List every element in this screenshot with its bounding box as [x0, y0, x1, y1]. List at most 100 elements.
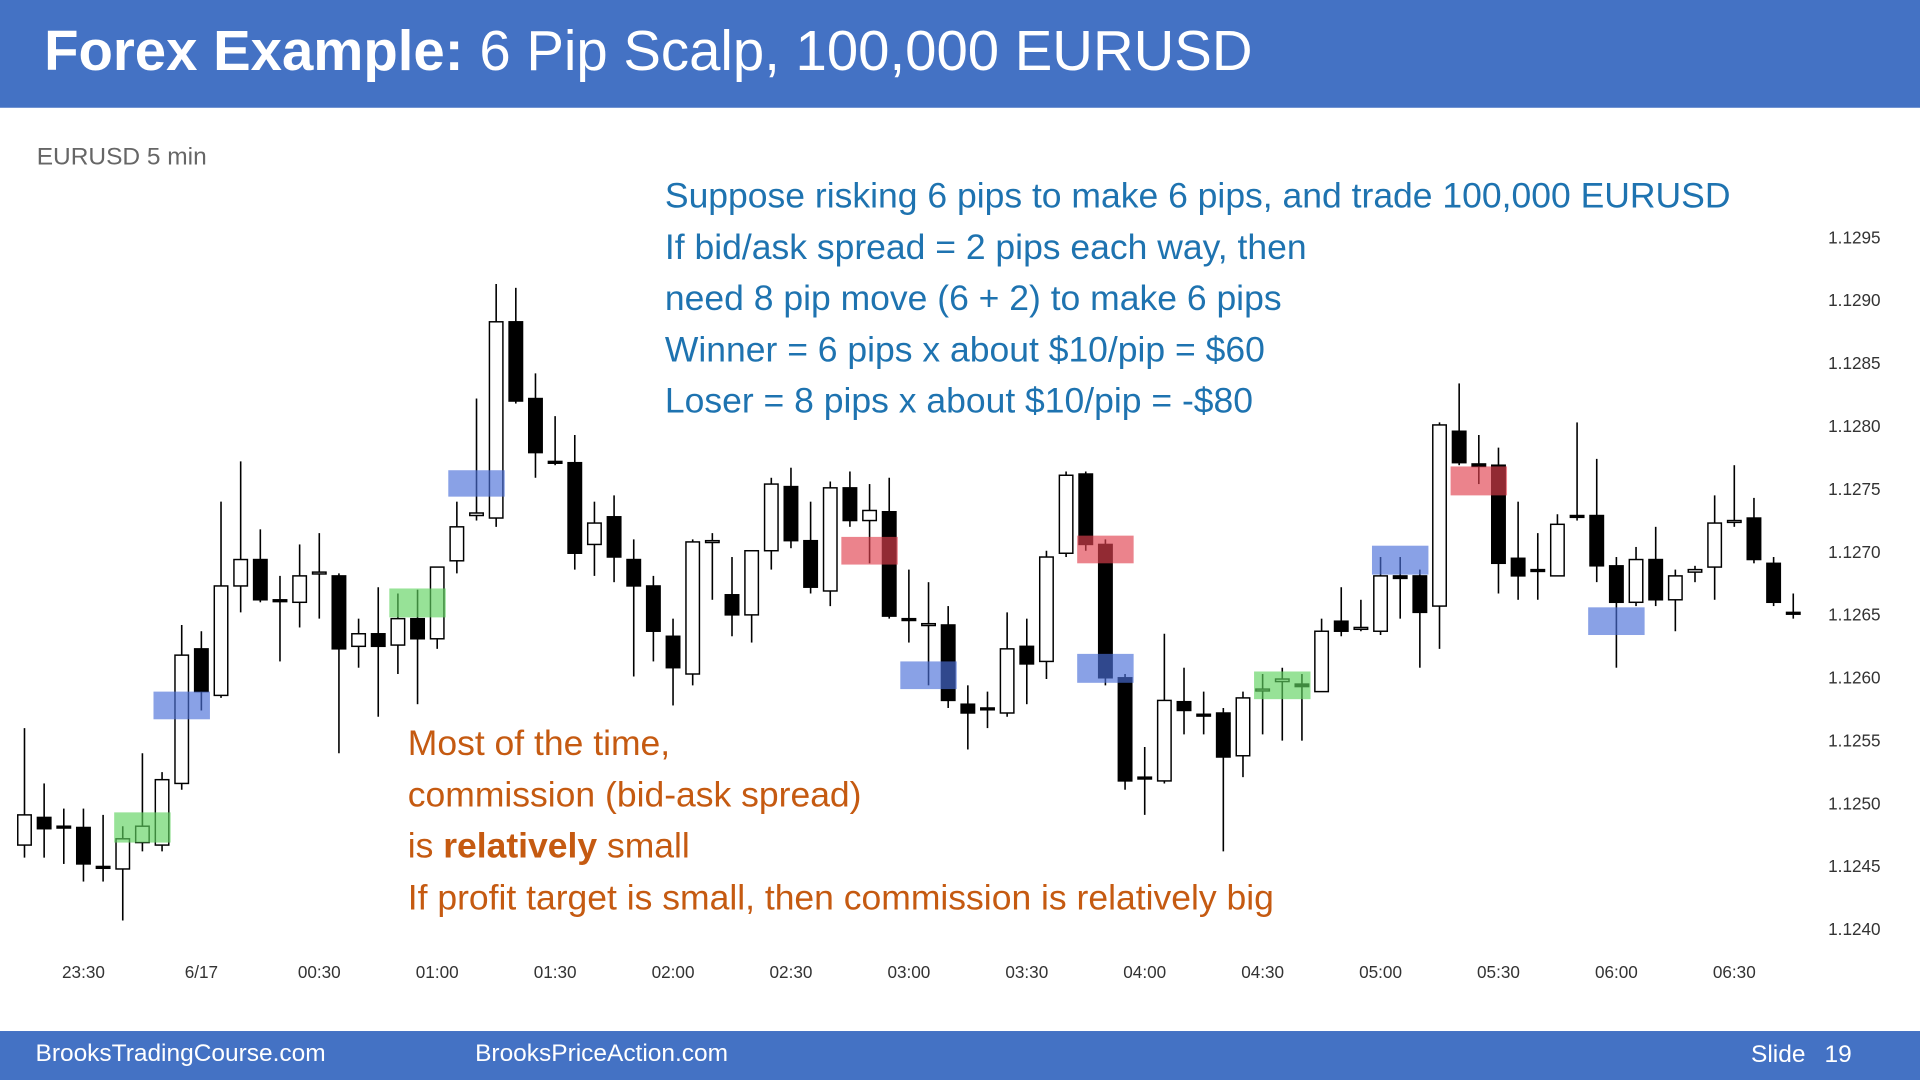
candle-body: [351, 633, 367, 648]
candle-body: [586, 522, 602, 546]
x-tick-label: 05:30: [1477, 962, 1520, 982]
note-orange-line: Most of the time,: [408, 723, 670, 763]
candle-body: [508, 321, 524, 402]
x-tick-label: 03:30: [1005, 962, 1048, 982]
y-tick-label: 1.1255: [1828, 730, 1880, 750]
note-blue-line: Winner = 6 pips x about $10/pip = $60: [665, 329, 1265, 369]
candle-body: [1314, 630, 1330, 693]
candle-body: [862, 509, 878, 522]
candle-body: [410, 617, 426, 640]
candle-body: [1471, 463, 1487, 468]
x-tick-label: 02:30: [770, 962, 813, 982]
highlight-zone: [900, 661, 957, 690]
candle-body: [704, 539, 720, 544]
x-tick-label: 06:30: [1713, 962, 1756, 982]
note-orange-line: commission (bid-ask spread): [408, 775, 862, 815]
x-tick-label: 02:00: [652, 962, 695, 982]
candle-body: [75, 826, 91, 865]
x-tick-label: 05:00: [1359, 962, 1402, 982]
title-bold: Forex Example:: [44, 19, 463, 82]
candle-body: [233, 558, 249, 587]
candle-body: [1432, 424, 1447, 607]
y-tick-label: 1.1295: [1828, 227, 1880, 247]
candle-body: [1196, 713, 1212, 717]
candle-body: [17, 814, 32, 846]
candle-body: [980, 707, 995, 711]
candle-body: [763, 483, 779, 552]
highlight-zone: [153, 691, 210, 720]
candle-body: [1746, 517, 1762, 561]
candle-body: [803, 539, 819, 588]
candle-body: [685, 541, 701, 675]
candle-body: [1726, 519, 1742, 524]
candle-body: [1648, 558, 1664, 601]
note-blue: Suppose risking 6 pips to make 6 pips, a…: [665, 176, 1731, 421]
candle-body: [1451, 430, 1467, 464]
candle-body: [488, 321, 504, 519]
x-tick-label: 06:00: [1595, 962, 1638, 982]
candle-body: [606, 516, 622, 558]
candle-body: [1038, 556, 1054, 663]
candle-body: [645, 585, 661, 632]
note-text: is: [408, 826, 434, 866]
candle-body: [1058, 474, 1074, 554]
candle-body: [744, 549, 760, 616]
candle-body: [115, 838, 131, 870]
y-tick-label: 1.1240: [1828, 919, 1880, 939]
candle-body: [1019, 645, 1035, 665]
candle-body: [1628, 558, 1644, 604]
chart-subtitle: EURUSD 5 min: [37, 143, 207, 170]
note-blue-line: need 8 pip move (6 + 2) to make 6 pips: [665, 278, 1282, 318]
candle-body: [724, 594, 740, 616]
y-tick-label: 1.1285: [1828, 353, 1880, 373]
slide-title: Forex Example: 6 Pip Scalp, 100,000 EURUS…: [44, 19, 1252, 82]
footer-link: BrooksPriceAction.com: [475, 1040, 728, 1067]
candle-body: [449, 526, 465, 562]
candle-body: [1176, 700, 1192, 712]
x-tick-label: 04:00: [1123, 962, 1166, 982]
candle-body: [193, 648, 209, 693]
note-orange-line: If profit target is small, then commissi…: [408, 877, 1274, 917]
x-tick-label: 04:30: [1241, 962, 1284, 982]
candle-body: [1667, 575, 1683, 601]
candle-body: [1373, 575, 1389, 632]
candle-body: [95, 865, 111, 870]
candle-body: [1687, 568, 1703, 573]
y-tick-label: 1.1280: [1828, 416, 1880, 436]
y-tick-label: 1.1250: [1828, 793, 1880, 813]
candle-body: [390, 617, 406, 646]
highlight-zone: [1450, 466, 1508, 496]
candle-body: [36, 816, 52, 830]
candle-body: [370, 633, 386, 648]
highlight-zone: [114, 812, 171, 843]
candle-body: [1392, 575, 1408, 580]
x-tick-label: 01:00: [416, 962, 459, 982]
footer-link: BrooksTradingCourse.com: [36, 1040, 326, 1067]
candle-body: [1530, 568, 1546, 573]
candle-body: [311, 571, 327, 575]
note-orange-line: is relatively small: [408, 826, 690, 866]
candle-body: [1333, 620, 1349, 632]
candle-body: [331, 575, 347, 650]
candle-body: [292, 575, 308, 604]
y-tick-label: 1.1260: [1828, 668, 1880, 688]
x-tick-label: 6/17: [185, 962, 218, 982]
candle-body: [822, 487, 838, 592]
candle-body: [999, 648, 1015, 714]
note-blue-line: Loser = 8 pips x about $10/pip = -$80: [665, 380, 1253, 420]
candle-body: [960, 703, 976, 714]
highlight-zone: [1371, 545, 1429, 575]
note-blue-line: Suppose risking 6 pips to make 6 pips, a…: [665, 176, 1731, 216]
candle-body: [1412, 575, 1428, 614]
highlight-zone: [448, 470, 505, 497]
y-tick-label: 1.1275: [1828, 479, 1880, 499]
slide-label: Slide: [1751, 1041, 1805, 1068]
y-tick-label: 1.1265: [1828, 605, 1880, 625]
candle-body: [921, 622, 936, 627]
x-tick-label: 00:30: [298, 962, 341, 982]
candle-body: [665, 635, 681, 669]
candle-body: [1766, 562, 1782, 604]
candle-body: [527, 397, 543, 454]
